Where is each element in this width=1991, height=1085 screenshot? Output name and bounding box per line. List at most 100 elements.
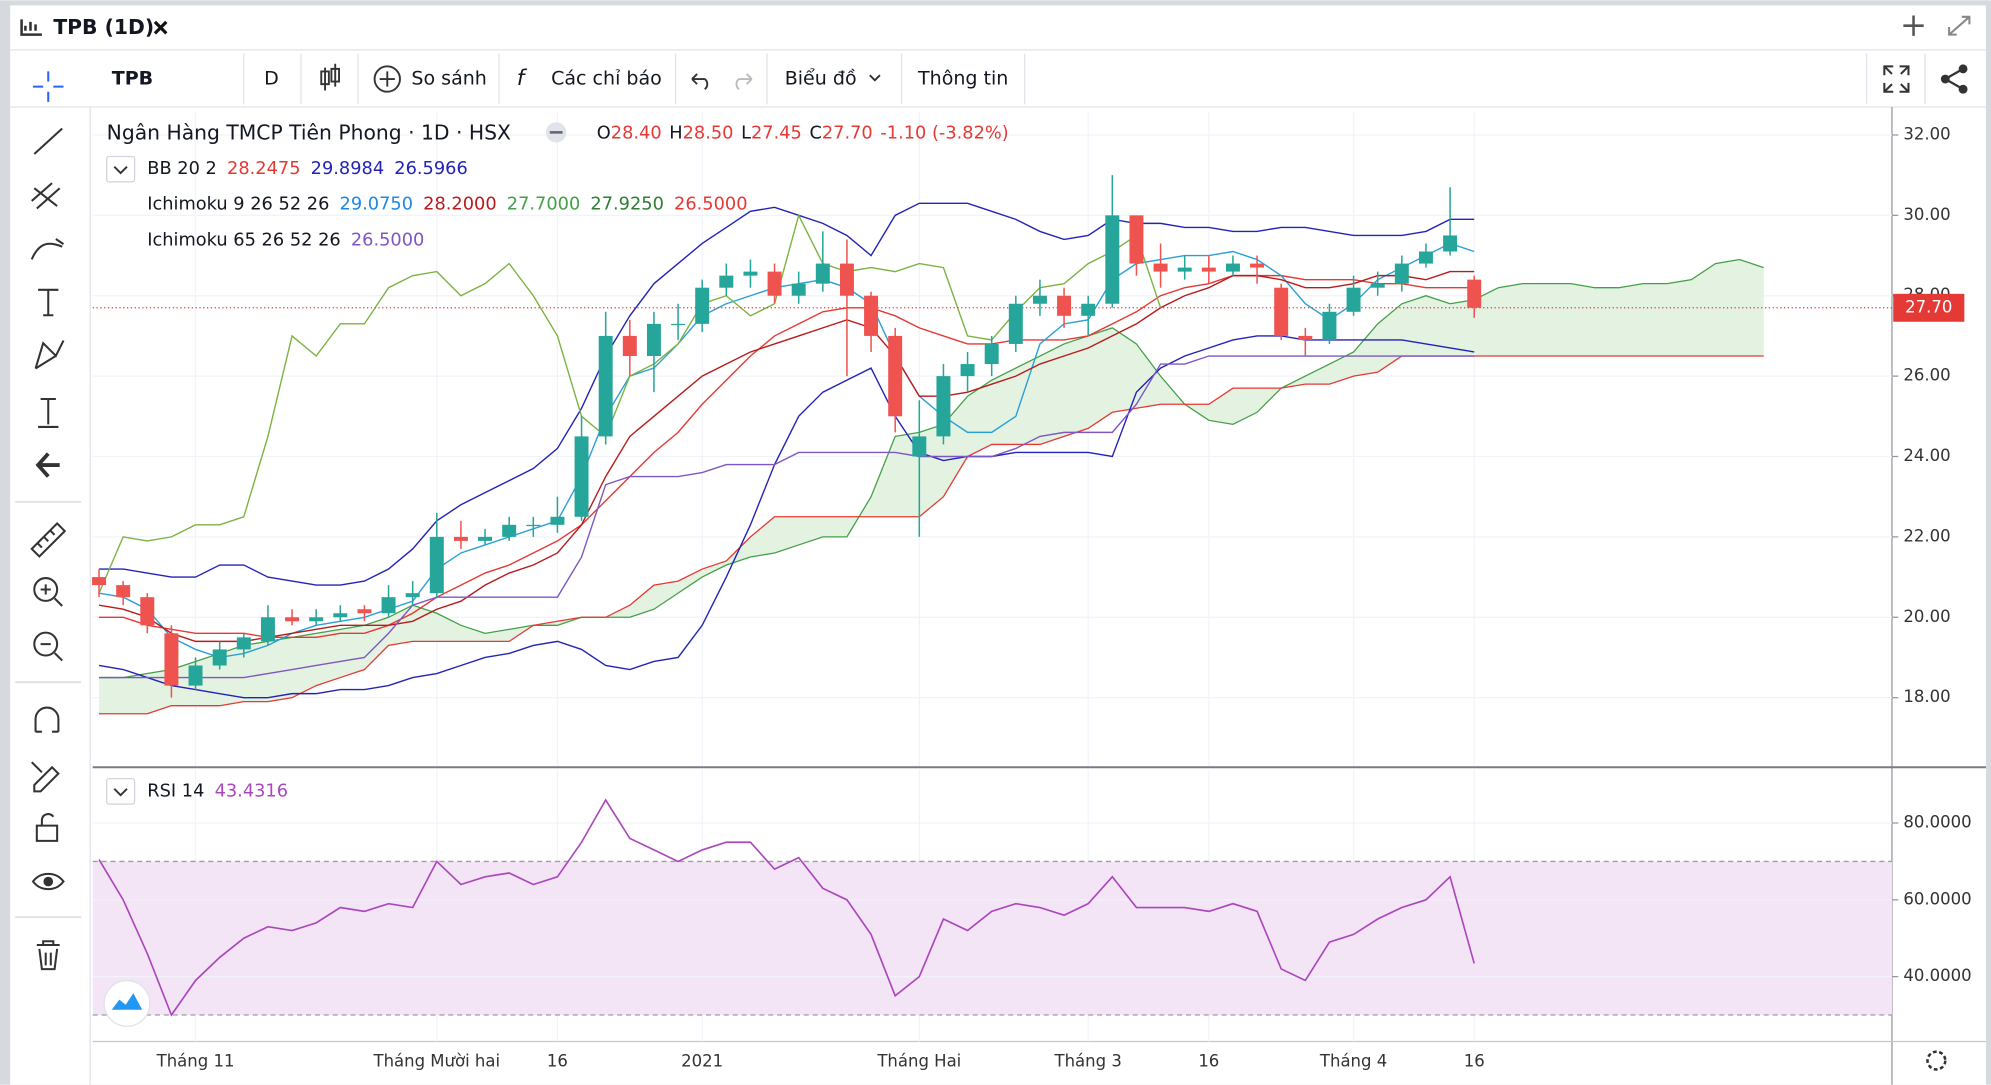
candle-body xyxy=(960,364,975,377)
indicator-value: 29.0750 xyxy=(340,195,413,215)
compare-icon[interactable] xyxy=(373,65,401,93)
y-tick-label: 80.0000 xyxy=(1903,813,1971,832)
candle-body xyxy=(767,271,782,296)
ruler[interactable] xyxy=(30,522,67,558)
candle-body xyxy=(984,343,999,365)
candle-body xyxy=(1057,295,1072,316)
symbol[interactable]: TPB xyxy=(112,68,153,90)
pattern[interactable] xyxy=(34,340,65,370)
indicators[interactable]: Các chỉ báo xyxy=(551,68,662,90)
candle-body xyxy=(1418,251,1433,264)
candle-body xyxy=(1394,263,1409,284)
fx-icon: f xyxy=(517,66,528,91)
ohlc-key: H xyxy=(669,124,682,144)
candle-body xyxy=(212,649,227,666)
back[interactable] xyxy=(35,452,60,478)
ohlc-value: 28.40 xyxy=(611,124,662,144)
candle-body xyxy=(598,335,613,437)
magnet[interactable] xyxy=(34,706,60,733)
trash[interactable] xyxy=(36,940,60,971)
crosshair[interactable] xyxy=(33,71,64,102)
candle-body xyxy=(815,263,830,284)
measure[interactable] xyxy=(38,398,59,428)
eye[interactable] xyxy=(31,872,65,891)
indicator-name: BB 20 2 xyxy=(147,159,217,179)
price-tag-label: 27.70 xyxy=(1905,297,1952,316)
close-tab[interactable] xyxy=(153,20,168,35)
chart-menu[interactable]: Biểu đồ xyxy=(785,68,857,90)
candle-body xyxy=(791,283,806,296)
indicator-legend: Ichimoku 9 26 52 26 29.0750 28.2000 27.7000… xyxy=(147,195,747,215)
indicator-line xyxy=(99,202,1475,586)
chevron xyxy=(869,74,881,82)
zoom-out[interactable] xyxy=(33,631,59,657)
indicator-value: 27.7000 xyxy=(507,195,580,215)
ohlc-value: 27.70 xyxy=(822,124,873,144)
span-b xyxy=(99,355,1764,715)
undo[interactable] xyxy=(691,73,709,90)
zoom-in[interactable] xyxy=(33,577,59,602)
ohlc-key: O xyxy=(597,124,611,144)
expand[interactable] xyxy=(1948,15,1971,36)
candle-body xyxy=(550,516,565,525)
candle-body xyxy=(116,585,131,598)
candle-body xyxy=(671,323,686,326)
lock[interactable] xyxy=(35,813,59,842)
tab-bar: TPB (1D) xyxy=(20,15,1971,39)
logo xyxy=(111,993,143,1010)
ohlc-legend: O28.40 H28.50 L27.45 C27.70 -1.10 (-3.82%) xyxy=(597,124,1009,144)
candle-body xyxy=(1032,295,1047,304)
y-tick-label: 32.00 xyxy=(1903,124,1950,143)
indicator-name: Ichimoku 65 26 52 26 xyxy=(147,230,340,250)
x-tick-label: Tháng 11 xyxy=(156,1051,235,1070)
fib[interactable] xyxy=(31,182,61,210)
brush[interactable] xyxy=(30,238,65,260)
candle-type[interactable] xyxy=(320,63,340,91)
y-tick-label: 22.00 xyxy=(1903,526,1950,545)
indicator-line xyxy=(98,270,1475,643)
candle-body xyxy=(1250,263,1265,268)
candle-body xyxy=(188,665,203,686)
candle-body xyxy=(453,536,468,541)
candle-body xyxy=(1177,267,1192,272)
indicator-value: 26.5000 xyxy=(674,195,747,215)
candle-body xyxy=(164,633,179,686)
indicator-value: 26.5966 xyxy=(394,159,467,179)
ichimoku-cloud xyxy=(99,259,1764,714)
collapse-button[interactable] xyxy=(106,778,136,805)
indicator-value: 28.2475 xyxy=(227,159,300,179)
info[interactable]: Thông tin xyxy=(917,68,1008,90)
x-tick-label: 16 xyxy=(547,1051,568,1070)
lock-draw[interactable] xyxy=(31,761,60,793)
indicator-line xyxy=(99,355,1475,679)
share-dot xyxy=(1940,74,1950,84)
redo[interactable] xyxy=(735,73,753,90)
rsi-line xyxy=(98,798,1475,1017)
x-tick-label: Tháng 4 xyxy=(1319,1051,1387,1070)
candle-body xyxy=(1081,303,1096,316)
candle-body xyxy=(719,275,734,288)
candle-body xyxy=(236,637,251,650)
y-tick-label: 40.0000 xyxy=(1903,966,1971,985)
x-tick-label: Tháng Mười hai xyxy=(372,1051,500,1070)
candle-body xyxy=(839,263,854,296)
candle-body xyxy=(526,524,541,527)
text-tool[interactable] xyxy=(38,288,59,317)
indicator-name: RSI 14 xyxy=(147,781,204,801)
y-tick-label: 60.0000 xyxy=(1903,889,1971,908)
plot: Tháng 11 Tháng Mười hai 16 2021 Tháng Hai Thá… xyxy=(92,112,1972,1070)
candle-body xyxy=(260,617,275,642)
candle-body xyxy=(478,536,493,541)
compare[interactable]: So sánh xyxy=(411,68,486,90)
tab-title[interactable]: TPB (1D) xyxy=(53,15,154,39)
candle-body xyxy=(1322,311,1337,340)
interval[interactable]: D xyxy=(264,68,279,90)
collapse-button[interactable] xyxy=(106,155,136,183)
add-tab[interactable] xyxy=(1903,15,1924,36)
candle-body xyxy=(1298,335,1313,340)
fullscreen[interactable] xyxy=(1883,65,1910,93)
trendline[interactable] xyxy=(33,127,63,155)
candle-body xyxy=(1225,263,1240,272)
ohlc-value: 27.45 xyxy=(751,124,802,144)
indicator-line xyxy=(98,242,1475,659)
